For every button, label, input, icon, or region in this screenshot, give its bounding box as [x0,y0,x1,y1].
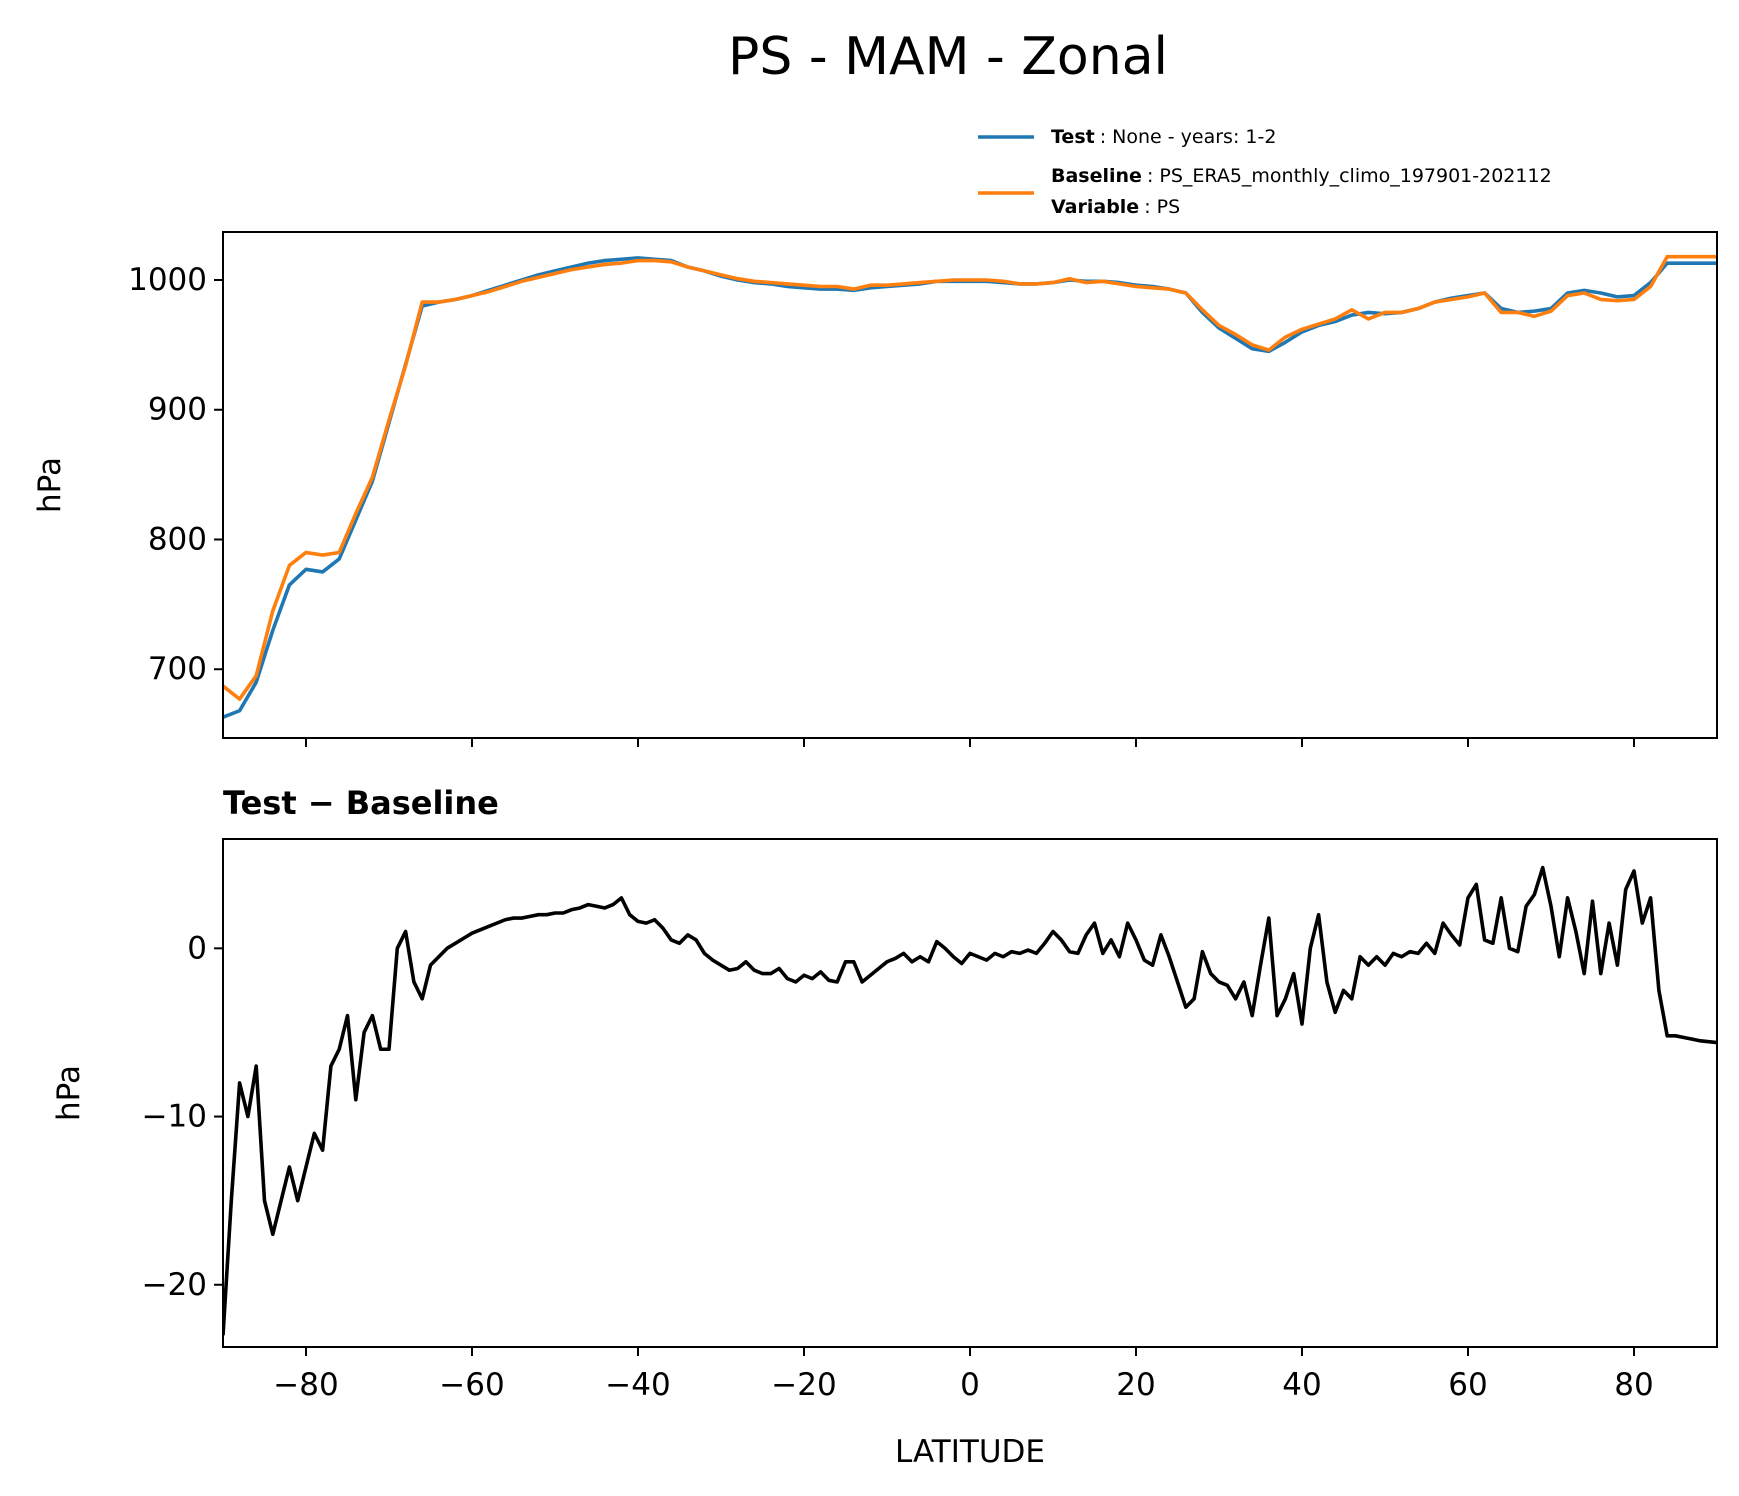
x-tick-label: −20 [771,1367,836,1403]
data-line [223,254,1717,701]
legend-name: Test [1051,126,1095,148]
y-tick-label: −10 [142,1099,207,1135]
x-tick-label: −60 [439,1367,504,1403]
plot-frame [222,231,1718,739]
x-tick-label: 60 [1448,1367,1487,1403]
subplot-title: Test − Baseline [223,784,499,822]
x-tick-label: −80 [273,1367,338,1403]
y-axis-label: hPa [51,1065,87,1121]
y-tick-label: −20 [142,1267,207,1303]
legend-name: Variable [1051,196,1139,218]
y-axis-label: hPa [32,457,68,513]
data-line [223,256,1717,719]
y-tick-label: 800 [148,521,207,557]
x-axis-label: LATITUDE [895,1434,1045,1470]
legend-name: Baseline [1051,165,1142,187]
x-tick-label: −40 [605,1367,670,1403]
x-tick-label: 20 [1116,1367,1155,1403]
y-tick-label: 700 [148,651,207,687]
y-tick-label: 1000 [128,262,207,298]
plot-frame [222,838,1718,1348]
x-tick-label: 80 [1614,1367,1653,1403]
data-line [223,865,1717,1336]
figure-title: PS - MAM - Zonal [728,27,1168,87]
legend-detail: : None - years: 1-2 [1100,126,1277,148]
legend-detail: : PS [1144,196,1180,218]
x-tick-label: 0 [960,1367,980,1403]
y-tick-label: 0 [187,930,207,966]
legend-detail: : PS_ERA5_monthly_climo_197901-202112 [1147,165,1552,187]
y-tick-label: 900 [148,392,207,428]
x-tick-label: 40 [1282,1367,1321,1403]
